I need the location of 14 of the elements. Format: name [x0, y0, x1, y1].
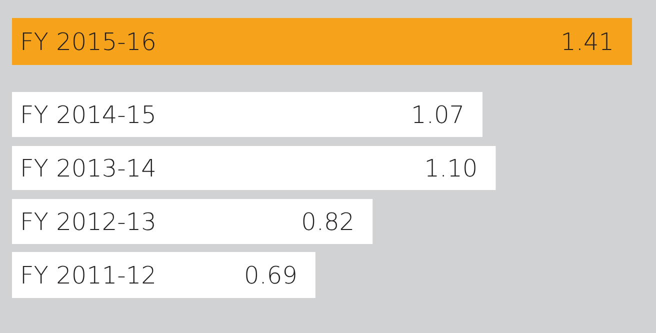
data-label: 1.07: [411, 100, 464, 129]
data-label: 1.10: [424, 154, 478, 182]
bar: [12, 146, 496, 190]
data-label: 0.82: [301, 208, 355, 236]
y-tick-label: FY 2013-14: [20, 154, 156, 182]
bar: [12, 199, 373, 244]
y-tick-label: FY 2012-13: [20, 208, 156, 236]
y-tick-label: FY 2015-16: [20, 28, 156, 56]
data-label: 0.69: [244, 261, 298, 290]
bar: [12, 92, 482, 137]
y-tick-label: FY 2014-15: [20, 100, 156, 129]
data-label: 1.41: [560, 28, 614, 56]
y-tick-label: FY 2011-12: [20, 261, 156, 290]
bar: [12, 252, 316, 298]
